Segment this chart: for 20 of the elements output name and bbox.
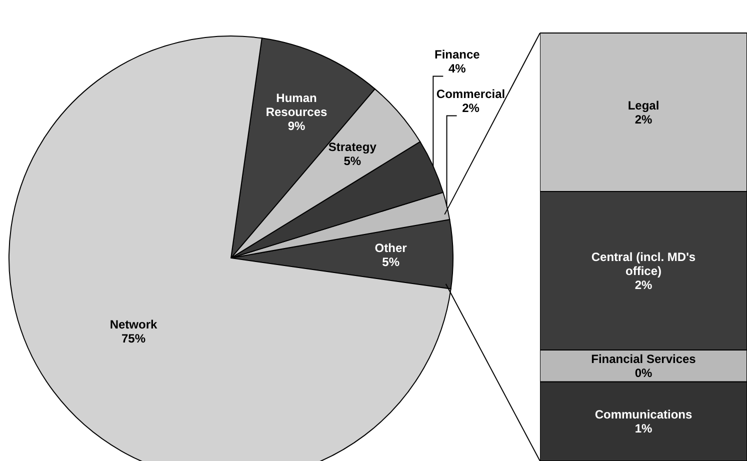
series-label: Legal bbox=[628, 98, 660, 112]
data-label: 2% bbox=[634, 112, 652, 126]
slice-label: Strategy bbox=[328, 140, 377, 154]
series-label: Central (incl. MD's office) bbox=[591, 250, 696, 278]
data-label: 1% bbox=[634, 421, 652, 436]
data-label: 5% bbox=[344, 154, 362, 168]
data-label: 9% bbox=[288, 119, 306, 134]
data-label: 2% bbox=[462, 100, 480, 115]
series-label: Financial Services bbox=[591, 352, 696, 366]
slice-label: Human Resources bbox=[266, 91, 328, 120]
data-label: 75% bbox=[121, 331, 146, 346]
slice-label: Finance bbox=[434, 47, 480, 62]
data-label: 4% bbox=[448, 61, 466, 76]
slice-label: Network bbox=[110, 317, 158, 332]
slice-label: Commercial bbox=[436, 86, 506, 101]
series-label: Communications bbox=[594, 407, 692, 422]
data-label: 2% bbox=[634, 278, 652, 292]
data-label: 5% bbox=[382, 255, 400, 270]
slice-label: Other bbox=[374, 241, 408, 256]
data-label: 0% bbox=[634, 366, 652, 380]
